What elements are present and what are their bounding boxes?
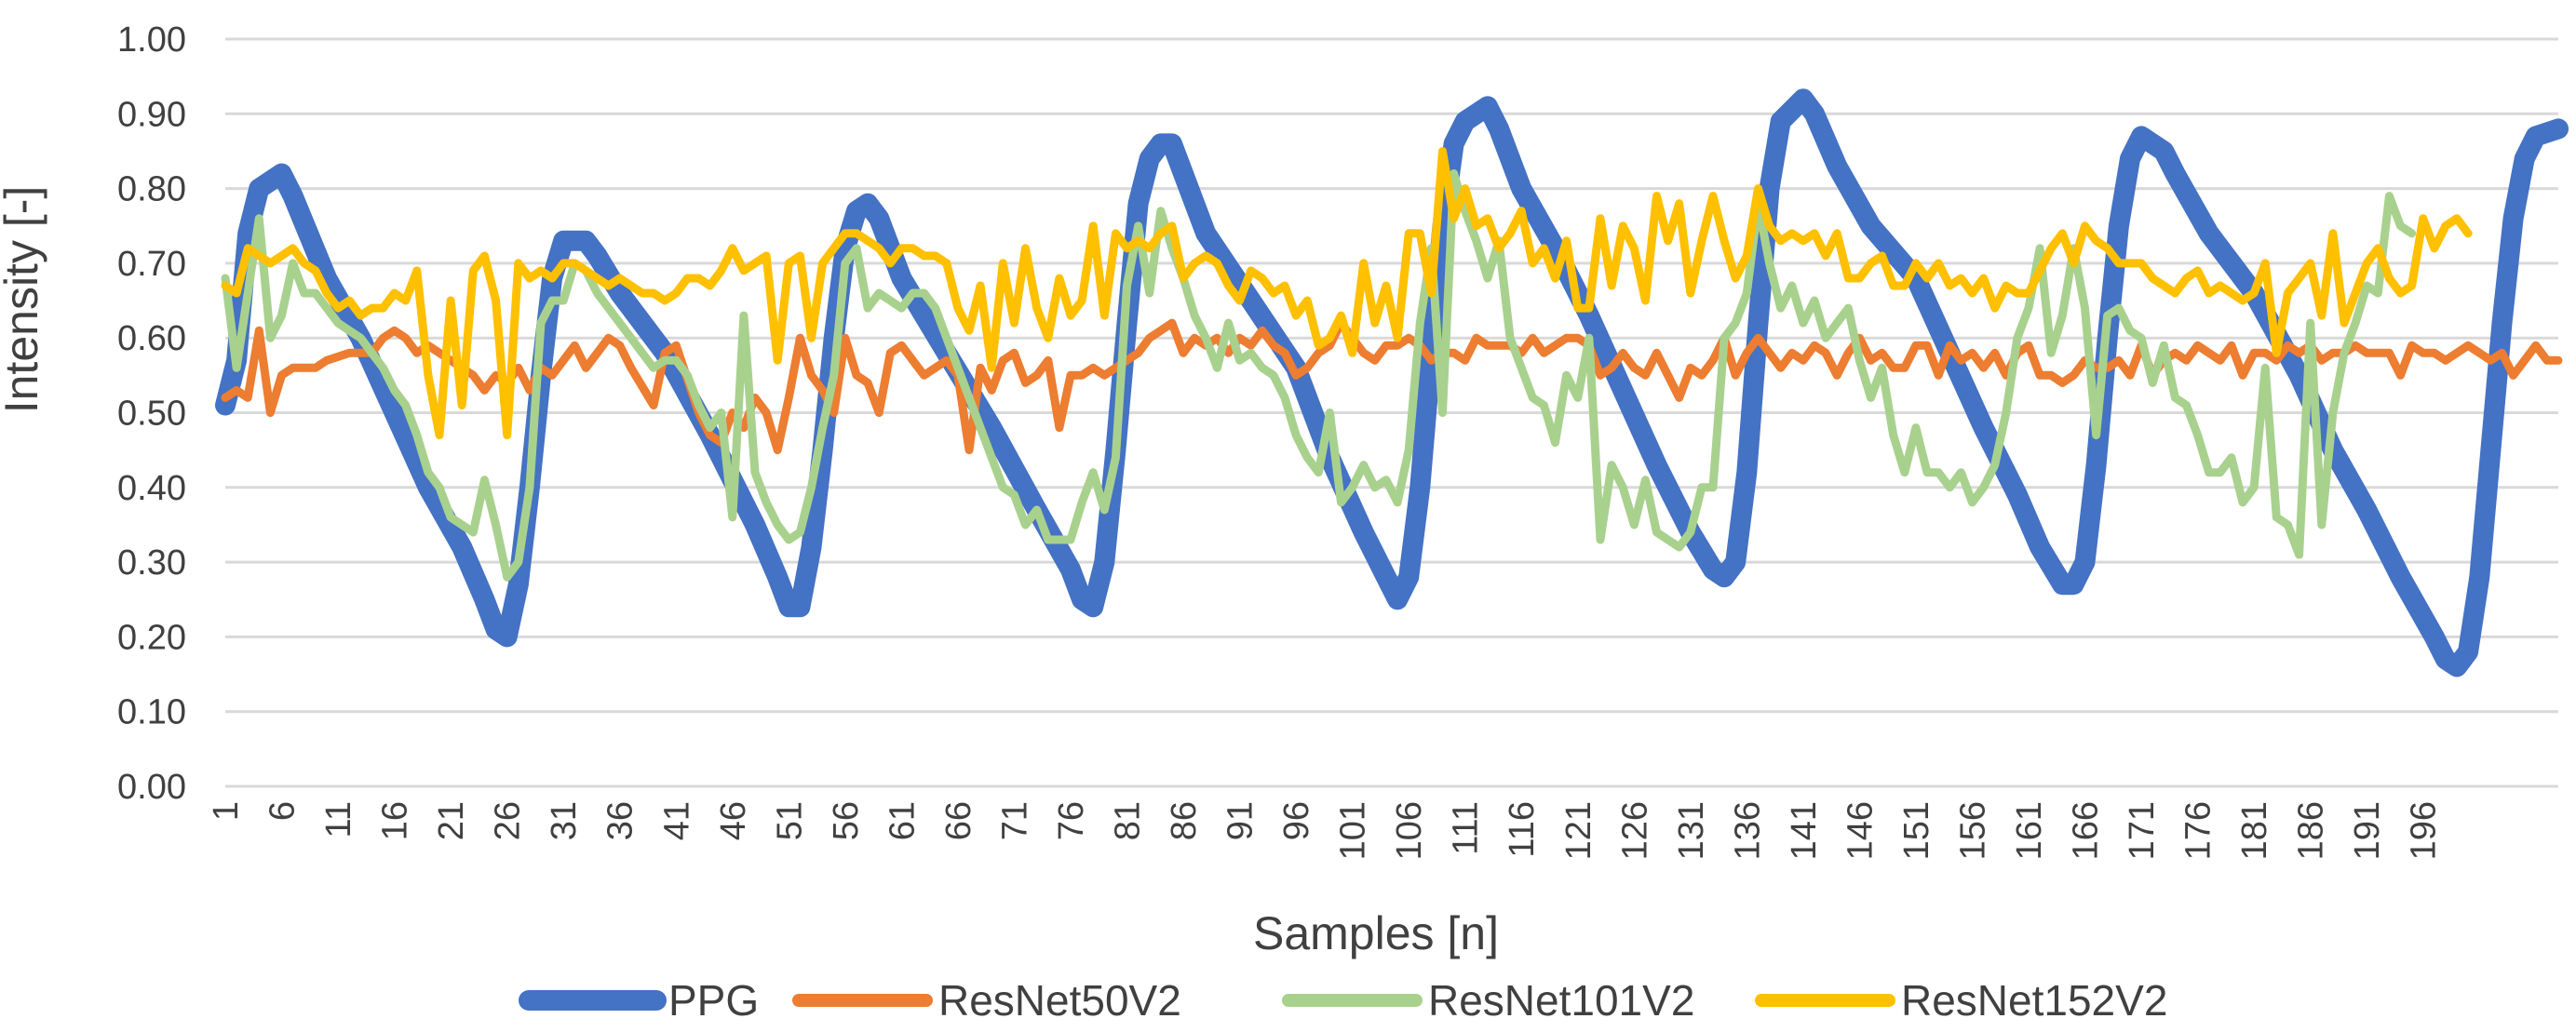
y-tick-label: 0.10 [117, 693, 186, 732]
y-tick-label: 0.40 [117, 469, 186, 508]
y-tick-label: 0.60 [117, 319, 186, 358]
y-tick-label: 0.30 [117, 543, 186, 583]
x-tick-label: 146 [1841, 801, 1880, 860]
y-tick-label: 0.20 [117, 618, 186, 657]
x-tick-label: 91 [1221, 801, 1261, 840]
x-tick-label: 186 [2292, 801, 2331, 860]
x-tick-label: 41 [657, 801, 696, 840]
y-tick-label: 0.80 [117, 170, 186, 209]
y-tick-label: 0.00 [117, 768, 186, 807]
legend-label-ppg: PPG [668, 976, 759, 1025]
x-axis-title: Samples [n] [1253, 907, 1499, 959]
x-tick-label: 61 [883, 801, 922, 840]
x-tick-label: 1 [207, 801, 246, 821]
series-line-resnet152v2 [221, 147, 2473, 440]
y-tick-label: 1.00 [117, 20, 186, 60]
x-tick-label: 181 [2235, 801, 2274, 860]
x-tick-label: 196 [2405, 801, 2444, 860]
x-tick-label: 71 [995, 801, 1034, 840]
y-tick-labels: 0.00 0.10 0.20 0.30 0.40 0.50 0.60 0.70 0.80 0.90… [117, 20, 186, 807]
y-tick-label: 0.70 [117, 245, 186, 284]
grid-lines [225, 37, 2558, 714]
x-tick-label: 161 [2010, 801, 2049, 860]
x-tick-labels: 1 6 11 16 21 26 31 36 41 46 51 56 61 66 71 76 81 86 91 96 10… [207, 801, 2444, 860]
legend-label-resnet50v2: ResNet50V2 [938, 976, 1181, 1025]
x-tick-label: 51 [770, 801, 809, 840]
x-tick-label: 131 [1672, 801, 1711, 860]
series-line-ppg [215, 88, 2569, 677]
x-tick-label: 101 [1334, 801, 1373, 860]
y-tick-label: 0.90 [117, 95, 186, 134]
series-line-resnet50v2 [221, 318, 2563, 455]
legend-label-resnet152v2: ResNet152V2 [1901, 976, 2167, 1025]
x-tick-label: 16 [376, 801, 415, 840]
x-tick-label: 106 [1390, 801, 1429, 860]
x-tick-label: 156 [1953, 801, 1992, 860]
x-tick-label: 6 [263, 801, 303, 821]
x-tick-label: 26 [489, 801, 528, 840]
x-tick-label: 81 [1109, 801, 1148, 840]
legend: PPG ResNet50V2 ResNet101V2 ResNet152V2 [519, 976, 2167, 1025]
x-tick-label: 171 [2123, 801, 2162, 860]
x-tick-label: 126 [1615, 801, 1654, 860]
x-tick-label: 166 [2067, 801, 2106, 860]
x-tick-label: 191 [2348, 801, 2387, 860]
x-tick-label: 111 [1447, 801, 1486, 855]
x-tick-label: 86 [1165, 801, 1204, 840]
x-tick-label: 141 [1785, 801, 1824, 860]
x-tick-label: 56 [827, 801, 866, 840]
y-axis-title: Intensity [-] [0, 186, 47, 414]
x-tick-label: 136 [1728, 801, 1767, 860]
series-layer [215, 88, 2569, 677]
legend-label-resnet101v2: ResNet101V2 [1428, 976, 1694, 1025]
x-tick-label: 11 [319, 801, 358, 838]
x-tick-label: 121 [1559, 801, 1598, 860]
x-tick-label: 116 [1503, 801, 1542, 858]
x-tick-label: 31 [545, 801, 584, 840]
x-tick-label: 21 [432, 801, 471, 840]
y-tick-label: 0.50 [117, 395, 186, 434]
x-tick-label: 46 [714, 801, 753, 840]
x-tick-label: 96 [1277, 801, 1316, 840]
x-tick-label: 176 [2179, 801, 2219, 860]
x-tick-label: 66 [939, 801, 978, 840]
x-tick-label: 151 [1897, 801, 1936, 860]
x-tick-label: 76 [1052, 801, 1091, 840]
x-tick-label: 36 [601, 801, 641, 840]
